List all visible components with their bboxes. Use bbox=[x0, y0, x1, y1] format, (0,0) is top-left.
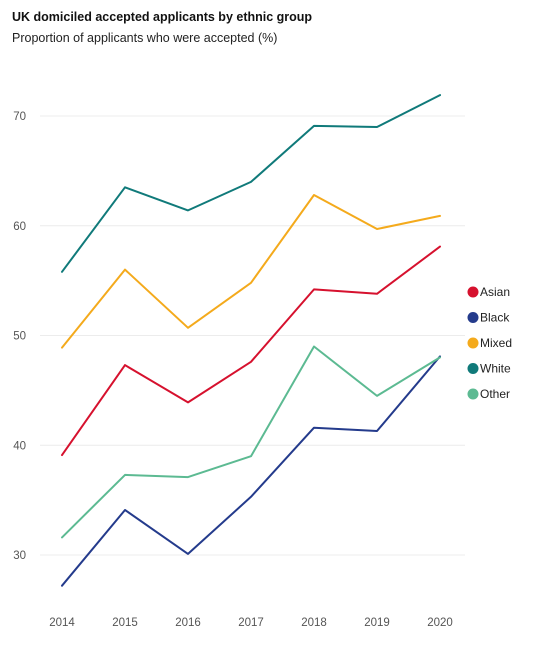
legend-label: Other bbox=[480, 387, 510, 401]
y-tick-label: 40 bbox=[13, 440, 26, 452]
legend-label: Asian bbox=[480, 285, 510, 299]
gridlines bbox=[40, 115, 465, 556]
legend-swatch bbox=[467, 363, 479, 374]
series-line-asian bbox=[61, 245, 441, 457]
series-line-black bbox=[61, 355, 441, 587]
series-lines bbox=[61, 94, 441, 587]
y-axis: 30 40 50 60 70 bbox=[13, 111, 26, 562]
legend-swatch bbox=[467, 388, 479, 400]
y-tick-label: 70 bbox=[13, 111, 26, 123]
x-tick-label: 2018 bbox=[301, 617, 327, 629]
legend-item-mixed[interactable]: Mixed bbox=[467, 336, 513, 350]
legend-label: Black bbox=[480, 311, 510, 325]
legend-item-asian[interactable]: Asian bbox=[467, 285, 511, 299]
series-line-white bbox=[61, 94, 441, 273]
legend-item-other[interactable]: Other bbox=[467, 387, 511, 401]
legend-swatch bbox=[467, 286, 479, 298]
legend-item-white[interactable]: White bbox=[467, 362, 512, 376]
series-line-mixed bbox=[61, 194, 441, 349]
x-tick-label: 2014 bbox=[49, 617, 75, 629]
x-axis: 2014 2015 2016 2017 2018 2019 2020 bbox=[49, 617, 453, 629]
y-tick-label: 30 bbox=[13, 550, 26, 562]
series-line-other bbox=[61, 345, 441, 539]
legend-label: Mixed bbox=[480, 336, 512, 350]
legend-swatch bbox=[467, 312, 479, 323]
x-tick-label: 2019 bbox=[364, 617, 390, 629]
y-tick-label: 60 bbox=[13, 221, 26, 233]
x-tick-label: 2016 bbox=[175, 617, 201, 629]
x-tick-label: 2020 bbox=[427, 617, 453, 629]
x-tick-label: 2015 bbox=[112, 617, 138, 629]
x-tick-label: 2017 bbox=[238, 617, 264, 629]
chart-subtitle: Proportion of applicants who were accept… bbox=[12, 31, 278, 45]
legend-swatch bbox=[467, 337, 479, 349]
y-tick-label: 50 bbox=[13, 331, 26, 343]
legend-item-black[interactable]: Black bbox=[467, 311, 511, 325]
legend: Asian Black Mixed White Other bbox=[467, 285, 513, 401]
chart-title: UK domiciled accepted applicants by ethn… bbox=[12, 10, 313, 24]
legend-label: White bbox=[480, 362, 511, 376]
